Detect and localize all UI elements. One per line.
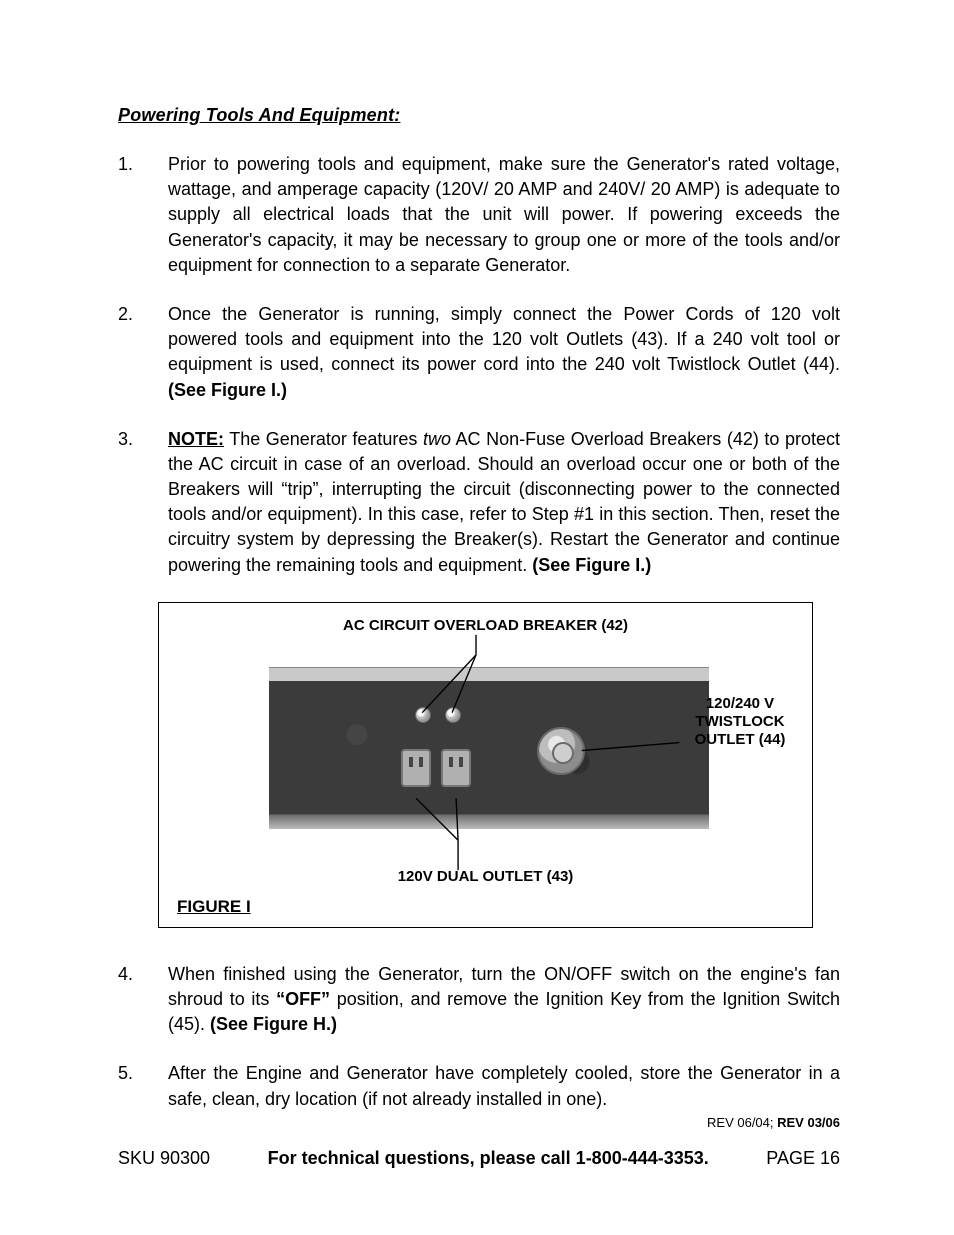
page-footer: SKU 90300 For technical questions, pleas… (118, 1148, 840, 1169)
step-5-text: After the Engine and Generator have comp… (168, 1061, 840, 1111)
step-3-two: two (423, 429, 451, 449)
figure-label-breaker: AC CIRCUIT OVERLOAD BREAKER (42) (159, 617, 812, 634)
footer-page: PAGE 16 (766, 1148, 840, 1169)
steps-list-2: When finished using the Generator, turn … (118, 962, 840, 1112)
panel-bottom-edge (269, 814, 709, 829)
footer-sku: SKU 90300 (118, 1148, 210, 1169)
figure-label-outlet: 120V DUAL OUTLET (43) (159, 868, 812, 885)
rev-a: REV 06/04; (707, 1115, 777, 1130)
breaker-2-icon (445, 707, 461, 723)
step-4-off: “OFF” (276, 989, 330, 1009)
step-4-text: When finished using the Generator, turn … (168, 962, 840, 1038)
step-2-ref: (See Figure I.) (168, 380, 287, 400)
figure-i: AC CIRCUIT OVERLOAD BREAKER (42) (158, 602, 813, 928)
panel-body (269, 681, 709, 815)
note-label: NOTE: (168, 429, 224, 449)
footer-support: For technical questions, please call 1-8… (268, 1148, 709, 1169)
rev-b: REV 03/06 (777, 1115, 840, 1130)
step-3: NOTE: The Generator features two AC Non-… (118, 427, 840, 578)
steps-list: Prior to powering tools and equipment, m… (118, 152, 840, 578)
step-3-b: AC Non-Fuse Overload Breakers (42) to pr… (168, 429, 840, 575)
step-3-ref: (See Figure I.) (532, 555, 651, 575)
generator-panel-illustration (269, 667, 709, 829)
figure-label-twistlock: 120/240 V TWISTLOCK OUTLET (44) (680, 695, 800, 749)
breaker-1-icon (415, 707, 431, 723)
step-4: When finished using the Generator, turn … (118, 962, 840, 1038)
step-3-a: The Generator features (224, 429, 423, 449)
twistlock-outlet-icon (537, 727, 585, 775)
section-title: Powering Tools And Equipment: (118, 105, 840, 126)
step-3-text: NOTE: The Generator features two AC Non-… (168, 427, 840, 578)
step-5: After the Engine and Generator have comp… (118, 1061, 840, 1111)
figure-caption: FIGURE I (177, 897, 251, 917)
revision-line: REV 06/04; REV 03/06 (707, 1115, 840, 1130)
manual-page: Powering Tools And Equipment: Prior to p… (0, 0, 954, 1235)
outlet-1-icon (401, 749, 431, 787)
step-2-text: Once the Generator is running, simply co… (168, 302, 840, 403)
outlet-2-icon (441, 749, 471, 787)
step-1-text: Prior to powering tools and equipment, m… (168, 152, 840, 278)
step-2-a: Once the Generator is running, simply co… (168, 304, 840, 374)
step-1: Prior to powering tools and equipment, m… (118, 152, 840, 278)
step-2: Once the Generator is running, simply co… (118, 302, 840, 403)
step-4-ref: (See Figure H.) (210, 1014, 337, 1034)
